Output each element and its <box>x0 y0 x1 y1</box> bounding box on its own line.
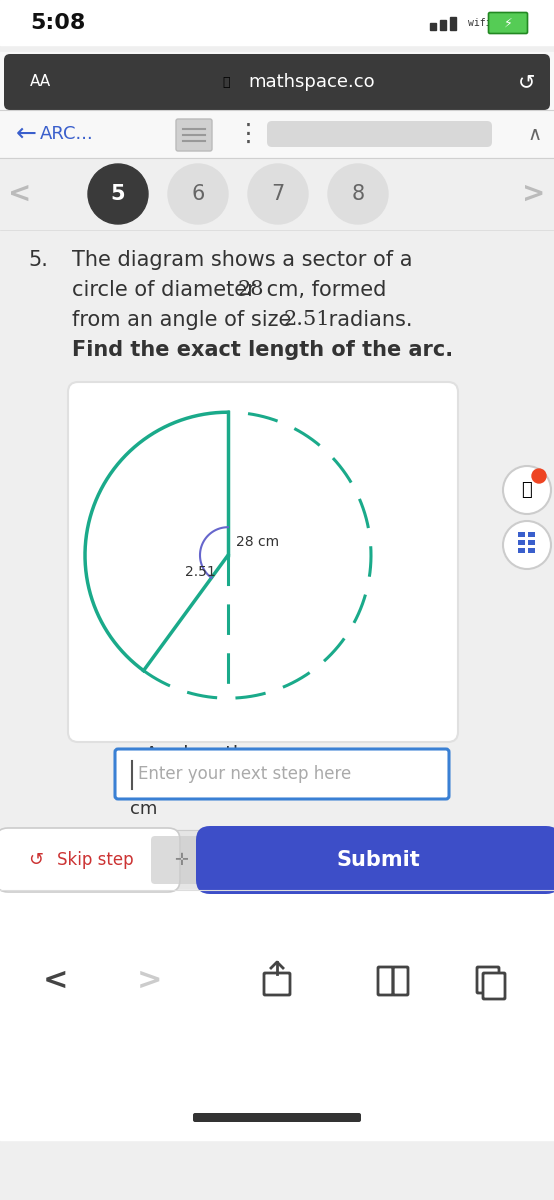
Text: AA: AA <box>30 74 51 90</box>
Text: Find the exact length of the arc.: Find the exact length of the arc. <box>72 340 453 360</box>
FancyBboxPatch shape <box>176 119 212 151</box>
Bar <box>528 532 535 538</box>
FancyBboxPatch shape <box>483 973 505 998</box>
Text: wifi: wifi <box>468 18 491 28</box>
Bar <box>528 548 535 553</box>
Bar <box>0 732 554 830</box>
Text: >: > <box>137 966 163 995</box>
Bar <box>518 540 525 545</box>
Text: radians.: radians. <box>322 310 413 330</box>
Text: ∧: ∧ <box>528 125 542 144</box>
Bar <box>0 230 554 380</box>
Text: Arc length =: Arc length = <box>145 745 268 764</box>
Text: <: < <box>42 966 68 995</box>
Text: 5: 5 <box>111 184 125 204</box>
Bar <box>0 158 554 230</box>
FancyBboxPatch shape <box>267 121 492 146</box>
Text: mathspace.co: mathspace.co <box>248 73 375 91</box>
FancyBboxPatch shape <box>115 749 449 799</box>
Circle shape <box>503 521 551 569</box>
Text: Submit: Submit <box>336 850 420 870</box>
Text: ⚡: ⚡ <box>504 17 512 30</box>
Circle shape <box>532 469 546 482</box>
Text: 2.51: 2.51 <box>185 565 216 580</box>
Bar <box>518 548 525 553</box>
Bar <box>0 0 554 44</box>
FancyBboxPatch shape <box>4 54 550 110</box>
FancyBboxPatch shape <box>489 12 527 34</box>
FancyBboxPatch shape <box>68 382 458 742</box>
Bar <box>0 890 554 1140</box>
Text: 28 cm: 28 cm <box>236 535 279 550</box>
Text: ARC...: ARC... <box>40 125 94 143</box>
Bar <box>430 23 436 30</box>
Text: 28: 28 <box>238 280 264 299</box>
Bar <box>450 17 456 30</box>
Text: from an angle of size: from an angle of size <box>72 310 298 330</box>
Text: 5:08: 5:08 <box>30 13 85 32</box>
Text: 💡: 💡 <box>522 481 532 499</box>
Text: 7: 7 <box>271 184 285 204</box>
FancyBboxPatch shape <box>193 1114 361 1122</box>
Text: <: < <box>8 180 32 208</box>
Bar <box>0 110 554 158</box>
Circle shape <box>328 164 388 224</box>
Circle shape <box>248 164 308 224</box>
Text: 5.: 5. <box>28 250 48 270</box>
Text: circle of diameter: circle of diameter <box>72 280 263 300</box>
Text: 🔒: 🔒 <box>222 76 229 89</box>
Bar <box>0 52 554 110</box>
Bar <box>440 20 446 30</box>
FancyBboxPatch shape <box>477 967 499 994</box>
Bar <box>0 830 554 890</box>
FancyBboxPatch shape <box>196 826 554 894</box>
Text: ↺: ↺ <box>517 72 535 92</box>
Circle shape <box>88 164 148 224</box>
Circle shape <box>168 164 228 224</box>
FancyBboxPatch shape <box>151 836 211 884</box>
Text: 6: 6 <box>191 184 204 204</box>
Text: ←: ← <box>16 122 37 146</box>
Text: >: > <box>522 180 546 208</box>
Bar <box>518 532 525 538</box>
Text: The diagram shows a sector of a: The diagram shows a sector of a <box>72 250 413 270</box>
Text: 8: 8 <box>351 184 365 204</box>
FancyBboxPatch shape <box>0 828 180 892</box>
Text: cm: cm <box>130 800 157 818</box>
Text: ✛: ✛ <box>174 851 188 869</box>
Text: ⋮: ⋮ <box>235 122 260 146</box>
Text: Skip step: Skip step <box>57 851 134 869</box>
Text: 2.51: 2.51 <box>284 310 331 329</box>
Bar <box>528 540 535 545</box>
Text: Enter your next step here: Enter your next step here <box>138 766 351 782</box>
Circle shape <box>503 466 551 514</box>
Text: ↺: ↺ <box>28 851 44 869</box>
Text: cm, formed: cm, formed <box>260 280 386 300</box>
